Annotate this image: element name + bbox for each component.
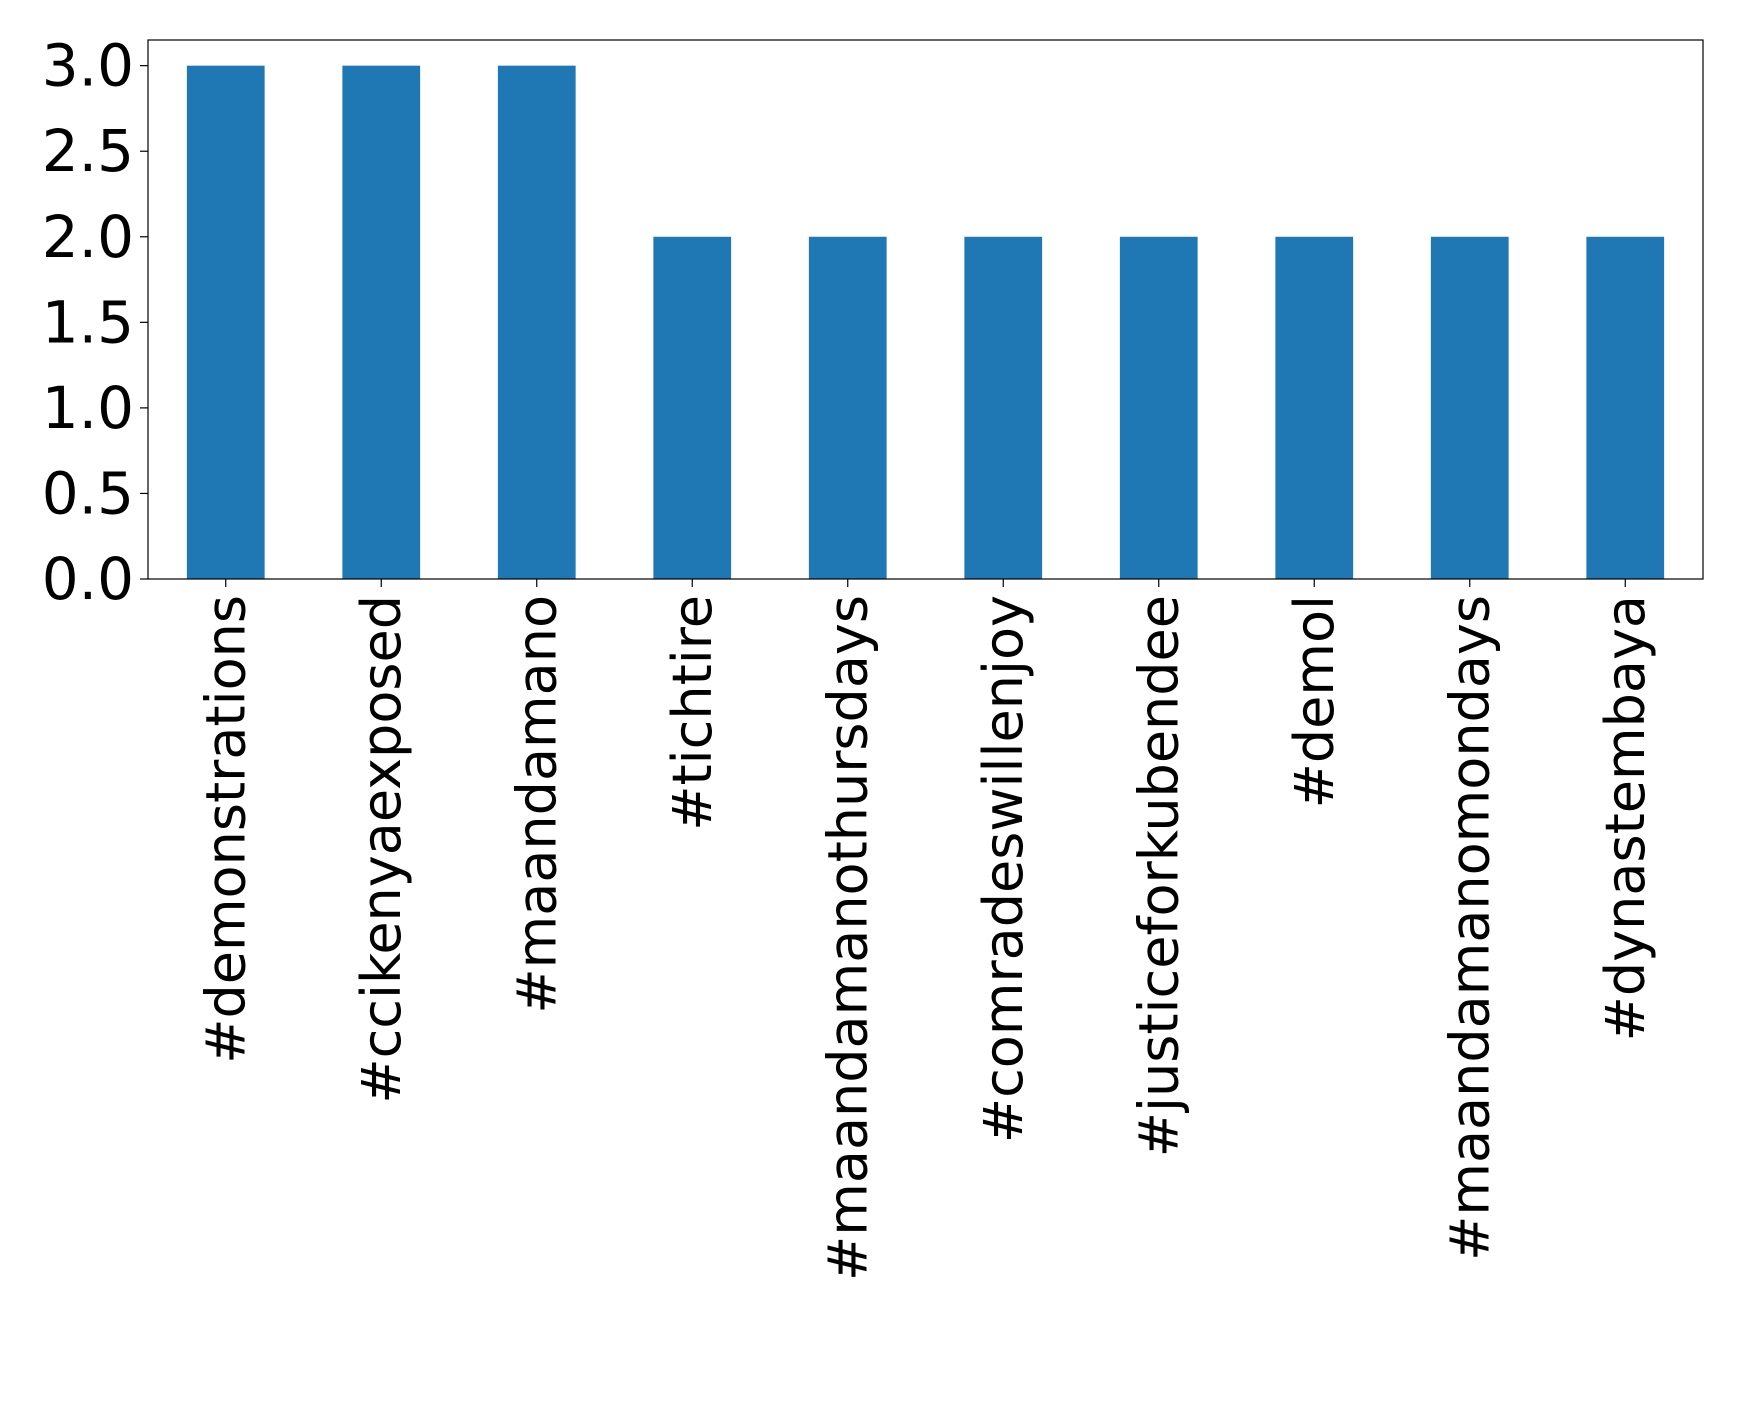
bars-layer (186, 65, 1665, 580)
plot-frame (147, 39, 1704, 580)
bar-justiceforkubendee (1119, 236, 1198, 579)
x-tick-label: #demol (1283, 595, 1346, 808)
y-tick-label: 0.0 (42, 545, 134, 613)
x-tick-label: #dynastembaya (1594, 595, 1657, 1041)
y-axis-ticks: 0.0 0.5 1.0 1.5 2.0 2.5 3.0 (42, 32, 148, 613)
x-tick-label: #comradeswillenjoy (972, 595, 1035, 1143)
bar-maandamano (497, 65, 576, 580)
x-tick-label: #maandamano (505, 595, 568, 1014)
x-tick-label: #justiceforkubendee (1127, 595, 1190, 1157)
y-tick-label: 0.5 (42, 459, 134, 527)
bar-demonstrations (186, 65, 265, 580)
x-tick-label: #ccikenyaexposed (350, 595, 413, 1104)
bar-demol (1275, 236, 1354, 579)
y-tick-label: 1.5 (42, 288, 134, 356)
x-axis-ticks: #demonstrations #ccikenyaexposed #maandama… (194, 579, 1657, 1281)
bar-dynastembaya (1586, 236, 1665, 579)
y-tick-label: 3.0 (42, 32, 134, 100)
x-tick-label: #maandamanomondays (1438, 595, 1501, 1261)
bar-comradeswillenjoy (964, 236, 1043, 579)
x-tick-label: #demonstrations (194, 595, 257, 1064)
y-tick-label: 2.5 (42, 117, 134, 185)
y-tick-label: 1.0 (42, 374, 134, 442)
bar-tichtire (653, 236, 732, 579)
x-tick-label: #maandamanothursdays (816, 595, 879, 1281)
y-tick-label: 2.0 (42, 203, 134, 271)
bar-maandamanothursdays (808, 236, 887, 579)
x-tick-label: #tichtire (661, 595, 724, 831)
bar-ccikenyaexposed (342, 65, 421, 580)
axes-layer (147, 39, 1704, 580)
bar-maandamanomondays (1430, 236, 1509, 579)
